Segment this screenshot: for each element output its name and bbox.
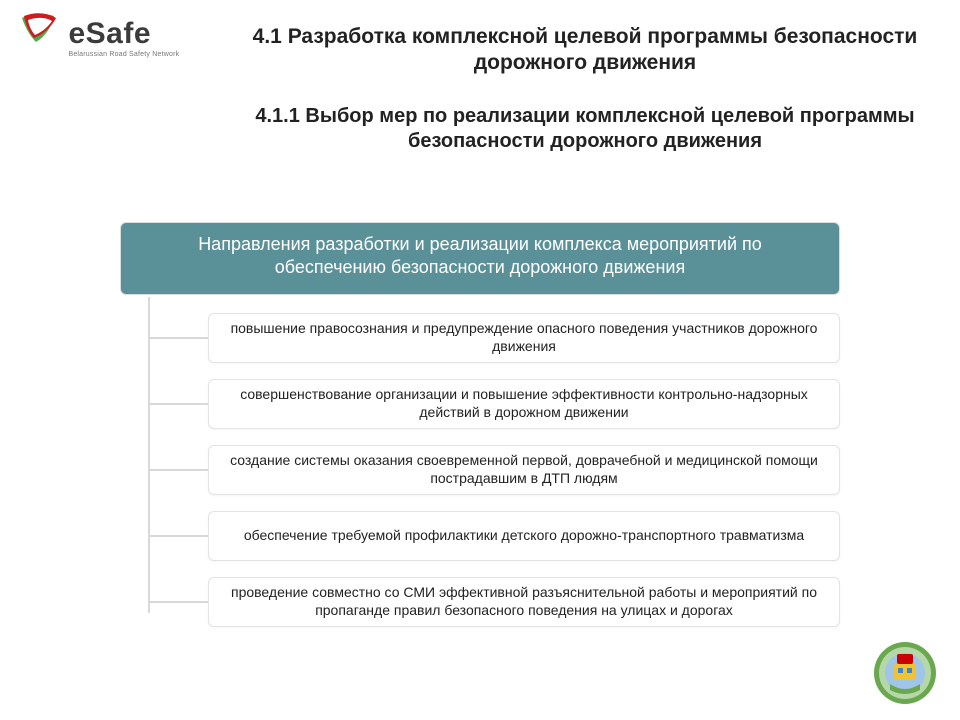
diagram-items: повышение правосознания и предупреждение… bbox=[120, 305, 840, 635]
diagram-item: повышение правосознания и предупреждение… bbox=[208, 313, 840, 363]
diagram-header: Направления разработки и реализации комп… bbox=[120, 222, 840, 295]
subsection-title: 4.1.1 Выбор мер по реализации комплексно… bbox=[250, 104, 920, 154]
logo-mark-icon bbox=[18, 12, 58, 63]
diagram-item: обеспечение требуемой профилактики детск… bbox=[208, 511, 840, 561]
diagram-item-row: создание системы оказания своевременной … bbox=[120, 437, 840, 503]
diagram-item-row: совершенствование организации и повышени… bbox=[120, 371, 840, 437]
logo-brand: eSafe bbox=[68, 17, 179, 51]
connector-horizontal bbox=[148, 601, 208, 603]
section-title: 4.1 Разработка комплексной целевой прогр… bbox=[250, 24, 920, 77]
hierarchy-diagram: Направления разработки и реализации комп… bbox=[120, 222, 840, 635]
diagram-item: проведение совместно со СМИ эффективной … bbox=[208, 577, 840, 627]
slide: eSafe Belarussian Road Safety Network 4.… bbox=[0, 0, 960, 720]
diagram-item-row: проведение совместно со СМИ эффективной … bbox=[120, 569, 840, 635]
diagram-item: создание системы оказания своевременной … bbox=[208, 445, 840, 495]
diagram-item-row: повышение правосознания и предупреждение… bbox=[120, 305, 840, 371]
connector-horizontal bbox=[148, 535, 208, 537]
connector-horizontal bbox=[148, 337, 208, 339]
connector-horizontal bbox=[148, 403, 208, 405]
diagram-item: совершенствование организации и повышени… bbox=[208, 379, 840, 429]
logo-text: eSafe Belarussian Road Safety Network bbox=[68, 17, 179, 58]
connector-horizontal bbox=[148, 469, 208, 471]
logo: eSafe Belarussian Road Safety Network bbox=[18, 12, 188, 63]
emblem-icon bbox=[872, 640, 938, 706]
diagram-item-row: обеспечение требуемой профилактики детск… bbox=[120, 503, 840, 569]
logo-subtitle: Belarussian Road Safety Network bbox=[68, 51, 179, 58]
